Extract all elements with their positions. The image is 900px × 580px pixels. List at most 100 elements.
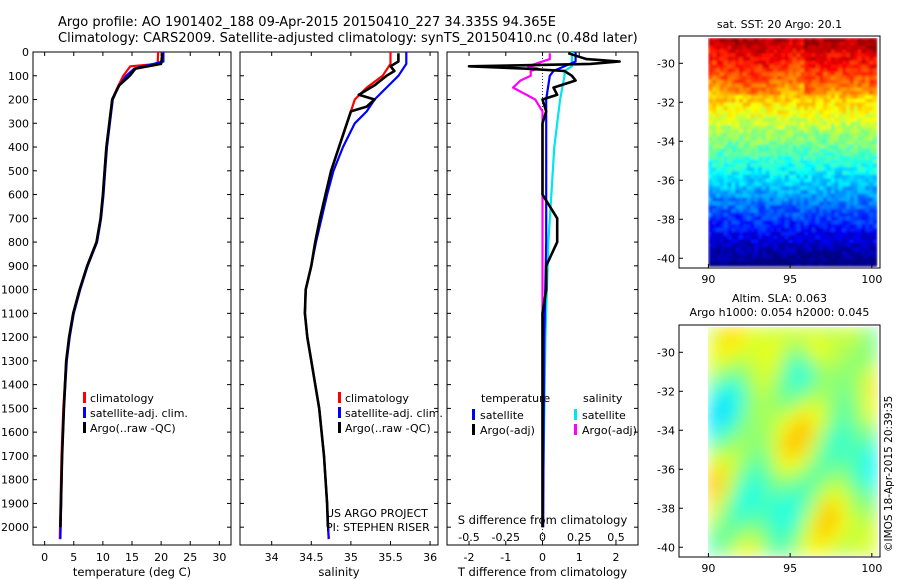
legend-heading-temperature: temperature bbox=[481, 392, 550, 405]
y-tick-label: 1000 bbox=[1, 284, 29, 297]
x-tick-label-salinity: 0.5 bbox=[607, 531, 625, 544]
map-panels: 90 95 100 -30 -32 -34 -36 -38 -40 sat. SST: 20 Ar… bbox=[657, 18, 882, 575]
x-tick-label: 100 bbox=[861, 273, 882, 286]
x-tick-label: 25 bbox=[183, 551, 197, 564]
legend-label: Argo(-adj) bbox=[480, 424, 535, 437]
x-tick-label: 90 bbox=[701, 273, 715, 286]
y-tick-label: 100 bbox=[8, 70, 29, 83]
x-tick-label: 34.5 bbox=[299, 551, 324, 564]
y-tick-label: 400 bbox=[8, 141, 29, 154]
y-tick-label: 800 bbox=[8, 236, 29, 249]
legend-label: Argo(-adj) bbox=[582, 424, 637, 437]
x-tick-label: 36 bbox=[423, 551, 437, 564]
sst-field bbox=[708, 38, 878, 267]
y-tick-label: 600 bbox=[8, 189, 29, 202]
legend-swatch bbox=[574, 409, 577, 420]
y-tick-label: 2000 bbox=[1, 521, 29, 534]
y-tick-label: -34 bbox=[657, 135, 675, 148]
series-line-2 bbox=[59, 52, 165, 540]
profile-panel-1: 0100200300400500600700800900100011001200… bbox=[1, 46, 232, 579]
legend-swatch bbox=[83, 392, 86, 403]
y-tick-label: -36 bbox=[657, 463, 675, 476]
series-line-1 bbox=[542, 52, 577, 528]
x-axis-label: T difference from climatology bbox=[457, 565, 628, 579]
x-axis-label: salinity bbox=[318, 565, 359, 579]
y-tick-label: -38 bbox=[657, 213, 675, 226]
map-subtitle: Argo h1000: 0.054 h2000: 0.045 bbox=[690, 306, 870, 319]
legend-heading-salinity: salinity bbox=[583, 392, 623, 405]
sst-field-cells bbox=[708, 38, 878, 267]
y-tick-label: 200 bbox=[8, 94, 29, 107]
y-tick-label: -36 bbox=[657, 174, 675, 187]
x-tick-label: -1 bbox=[500, 551, 511, 564]
title-line-2: Climatology: CARS2009. Satellite-adjuste… bbox=[58, 31, 638, 46]
sla-field bbox=[708, 327, 878, 556]
y-tick-label: 1700 bbox=[1, 450, 29, 463]
series-line-3 bbox=[303, 53, 400, 528]
y-tick-label: 1800 bbox=[1, 474, 29, 487]
series-line-2 bbox=[303, 52, 408, 540]
y-tick-label: 900 bbox=[8, 260, 29, 273]
y-tick-label: 1500 bbox=[1, 402, 29, 415]
y-tick-label: -32 bbox=[657, 385, 675, 398]
series-line-3 bbox=[59, 53, 164, 528]
legend-label: satellite-adj. clim. bbox=[345, 407, 443, 420]
legend-swatch bbox=[472, 409, 475, 420]
title-line-1: Argo profile: AO 1901402_188 09-Apr-2015… bbox=[58, 15, 556, 30]
sst-map-panel: 90 95 100 -30 -32 -34 -36 -38 -40 sat. SST: 20 Ar… bbox=[657, 18, 882, 286]
x-tick-label: 34 bbox=[265, 551, 279, 564]
legend-swatch bbox=[338, 407, 341, 418]
x-tick-label: 35.5 bbox=[378, 551, 403, 564]
y-tick-label: 1400 bbox=[1, 379, 29, 392]
x-tick-label: 30 bbox=[212, 551, 226, 564]
y-tick-label: -32 bbox=[657, 96, 675, 109]
x-tick-label: 35 bbox=[344, 551, 358, 564]
x-tick-label-salinity: -0.25 bbox=[492, 531, 520, 544]
legend-swatch bbox=[472, 424, 475, 435]
project-line-1: US ARGO PROJECT bbox=[326, 507, 428, 520]
map-frame bbox=[678, 35, 881, 269]
x-tick-label: 90 bbox=[701, 562, 715, 575]
y-tick-label: 1300 bbox=[1, 355, 29, 368]
y-tick-label: -34 bbox=[657, 424, 675, 437]
legend-label: climatology bbox=[345, 392, 409, 405]
legend-swatch bbox=[83, 422, 86, 433]
map-title: Altim. SLA: 0.063 bbox=[732, 292, 827, 305]
legend-label: satellite-adj. clim. bbox=[90, 407, 188, 420]
x-tick-label: 100 bbox=[861, 562, 882, 575]
x-tick-label: -2 bbox=[464, 551, 475, 564]
profile-panels: 0100200300400500600700800900100011001200… bbox=[1, 46, 639, 579]
y-tick-label: 1900 bbox=[1, 497, 29, 510]
y-tick-label: 1600 bbox=[1, 426, 29, 439]
y-tick-label: -30 bbox=[657, 57, 675, 70]
x-tick-label-salinity: 0.25 bbox=[567, 531, 592, 544]
x-tick-label: 2 bbox=[612, 551, 619, 564]
map-title: sat. SST: 20 Argo: 20.1 bbox=[717, 18, 842, 31]
y-tick-label: 700 bbox=[8, 212, 29, 225]
y-tick-label: 300 bbox=[8, 117, 29, 130]
x-tick-label: 0 bbox=[539, 551, 546, 564]
y-tick-label: 1100 bbox=[1, 307, 29, 320]
legend-label: climatology bbox=[90, 392, 154, 405]
x-tick-label: 15 bbox=[125, 551, 139, 564]
x-axis-label-salinity: S difference from climatology bbox=[458, 513, 628, 527]
legend-label: satellite bbox=[582, 409, 626, 422]
sla-map-panel: 90 95 100 -30 -32 -34 -36 -38 -40 Altim. SLA: 0.0… bbox=[657, 292, 882, 575]
y-tick-label: -38 bbox=[657, 502, 675, 515]
x-tick-label: 5 bbox=[70, 551, 77, 564]
y-tick-label: -40 bbox=[657, 541, 675, 554]
y-tick-label: 1200 bbox=[1, 331, 29, 344]
y-tick-label: 500 bbox=[8, 165, 29, 178]
y-tick-label: 0 bbox=[22, 46, 29, 59]
series-line-2 bbox=[467, 51, 621, 528]
project-line-2: PI: STEPHEN RISER bbox=[326, 521, 430, 534]
legend-swatch bbox=[338, 392, 341, 403]
x-tick-label-salinity: -0.5 bbox=[458, 531, 479, 544]
x-tick-label: 95 bbox=[783, 273, 797, 286]
legend-swatch bbox=[574, 424, 577, 435]
x-tick-label: 0 bbox=[41, 551, 48, 564]
profile-panel-3: -2 -1 0 1 2T difference from climatology temp… bbox=[446, 51, 639, 579]
x-tick-label: 20 bbox=[154, 551, 168, 564]
x-tick-label: 95 bbox=[783, 562, 797, 575]
